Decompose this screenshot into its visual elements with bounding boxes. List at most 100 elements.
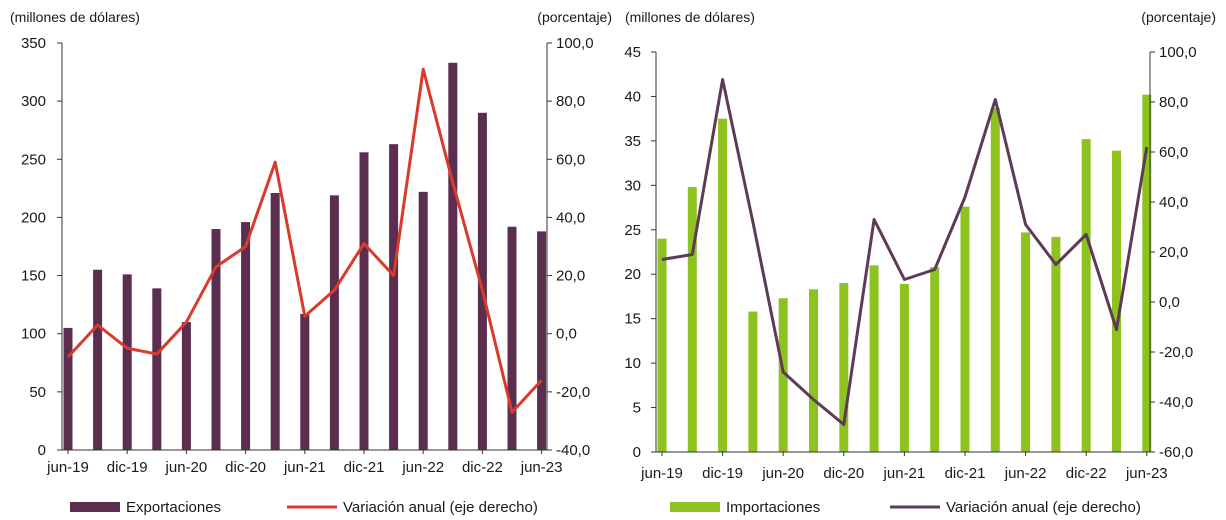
legend-label-bar: Exportaciones bbox=[126, 499, 221, 516]
right-tick-label: 40,0 bbox=[1159, 194, 1188, 211]
right-tick-label: 60,0 bbox=[1159, 144, 1188, 161]
left-tick-label: 35 bbox=[624, 133, 641, 150]
right-tick-label: -40,0 bbox=[1159, 394, 1193, 411]
bar bbox=[300, 313, 310, 450]
left-tick-label: 40 bbox=[624, 88, 641, 105]
bar bbox=[809, 289, 818, 452]
bar bbox=[990, 108, 1000, 452]
bar bbox=[1051, 236, 1061, 452]
right-tick-label: 100,0 bbox=[556, 35, 594, 52]
x-tick-label: dic-21 bbox=[945, 465, 986, 482]
legend: Exportaciones Variación anual (eje derech… bbox=[70, 499, 538, 516]
left-axis-unit-label: (millones de dólares) bbox=[10, 9, 140, 25]
bar bbox=[211, 229, 221, 450]
right-tick-label: 80,0 bbox=[556, 93, 585, 110]
right-tick-label: 100,0 bbox=[1159, 44, 1197, 61]
x-tick-label: jun-23 bbox=[520, 459, 563, 476]
bar bbox=[152, 288, 162, 450]
left-tick-label: 25 bbox=[624, 222, 641, 239]
bar bbox=[1021, 232, 1031, 452]
bar bbox=[241, 222, 251, 450]
bar bbox=[448, 62, 458, 451]
legend-label-line: Variación anual (eje derecho) bbox=[946, 499, 1141, 516]
right-tick-label: 80,0 bbox=[1159, 94, 1188, 111]
x-tick-label: jun-20 bbox=[761, 465, 804, 482]
bar bbox=[93, 269, 103, 450]
right-tick-label: 20,0 bbox=[1159, 244, 1188, 261]
left-tick-label: 0 bbox=[633, 444, 641, 461]
bar bbox=[657, 238, 667, 452]
legend-label-line: Variación anual (eje derecho) bbox=[343, 499, 538, 516]
x-tick-label: dic-20 bbox=[225, 459, 266, 476]
left-tick-label: 100 bbox=[21, 326, 46, 343]
left-tick-label: 350 bbox=[21, 35, 46, 52]
right-tick-label: -60,0 bbox=[1159, 444, 1193, 461]
right-tick-label: -20,0 bbox=[556, 384, 590, 401]
bar bbox=[507, 226, 517, 450]
right-tick-label: 0,0 bbox=[1159, 294, 1180, 311]
left-tick-label: 20 bbox=[624, 266, 641, 283]
legend: Importaciones Variación anual (eje derech… bbox=[670, 499, 1141, 516]
right-tick-label: 40,0 bbox=[556, 209, 585, 226]
x-tick-label: jun-19 bbox=[46, 459, 89, 476]
legend-label-bar: Importaciones bbox=[726, 499, 820, 516]
bar bbox=[329, 195, 339, 450]
right-tick-label: 0,0 bbox=[556, 326, 577, 343]
right-axis-unit-label: (porcentaje) bbox=[537, 9, 612, 25]
bar bbox=[687, 187, 697, 452]
bar bbox=[1142, 94, 1152, 453]
left-tick-label: 250 bbox=[21, 151, 46, 168]
right-axis-unit-label: (porcentaje) bbox=[1141, 9, 1216, 25]
left-axis-unit-label: (millones de dólares) bbox=[625, 9, 755, 25]
bar bbox=[869, 265, 879, 452]
bar bbox=[359, 152, 369, 450]
left-tick-label: 50 bbox=[29, 384, 46, 401]
legend-swatch-bar bbox=[70, 502, 120, 512]
bar bbox=[270, 193, 280, 450]
chart-panel-1: (millones de dólares) (porcentaje) 0 50 100 1… bbox=[10, 9, 612, 516]
left-tick-label: 30 bbox=[624, 177, 641, 194]
legend-swatch-bar bbox=[670, 502, 720, 512]
left-tick-label: 15 bbox=[624, 311, 641, 328]
x-tick-label: jun-21 bbox=[883, 465, 926, 482]
bar bbox=[1112, 150, 1121, 452]
bar bbox=[899, 284, 909, 452]
bar bbox=[960, 206, 970, 452]
x-tick-label: jun-19 bbox=[640, 465, 683, 482]
bar bbox=[122, 274, 132, 450]
bar bbox=[930, 267, 940, 452]
x-tick-label: dic-22 bbox=[1066, 465, 1107, 482]
bar bbox=[778, 298, 788, 452]
bar bbox=[418, 191, 428, 451]
x-tick-label: dic-19 bbox=[107, 459, 148, 476]
bar bbox=[537, 231, 547, 450]
x-tick-label: dic-20 bbox=[823, 465, 864, 482]
bar bbox=[477, 112, 487, 451]
x-tick-label: dic-19 bbox=[702, 465, 743, 482]
right-tick-label: 20,0 bbox=[556, 268, 585, 285]
bar bbox=[1081, 139, 1091, 452]
bar bbox=[839, 283, 849, 452]
x-tick-label: jun-22 bbox=[401, 459, 444, 476]
bar bbox=[63, 327, 73, 450]
bar-series bbox=[657, 94, 1152, 453]
left-tick-label: 10 bbox=[624, 355, 641, 372]
x-tick-label: jun-23 bbox=[1125, 465, 1168, 482]
x-tick-label: dic-22 bbox=[462, 459, 503, 476]
left-tick-label: 0 bbox=[38, 442, 46, 459]
x-tick-label: jun-22 bbox=[1004, 465, 1047, 482]
bar bbox=[181, 322, 191, 450]
left-tick-label: 200 bbox=[21, 209, 46, 226]
left-tick-label: 5 bbox=[633, 400, 641, 417]
bar bbox=[748, 311, 758, 452]
right-tick-label: 60,0 bbox=[556, 151, 585, 168]
x-tick-label: jun-20 bbox=[165, 459, 208, 476]
bar bbox=[718, 118, 728, 453]
right-tick-label: -20,0 bbox=[1159, 344, 1193, 361]
left-tick-label: 300 bbox=[21, 93, 46, 110]
bar-series bbox=[63, 62, 547, 451]
left-tick-label: 150 bbox=[21, 268, 46, 285]
chart-panel-2: (millones de dólares) (porcentaje) 0 5 10 15 2… bbox=[624, 9, 1216, 516]
